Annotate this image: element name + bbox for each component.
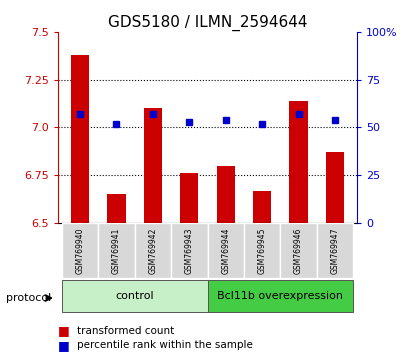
Text: GSM769941: GSM769941 [112, 227, 121, 274]
Bar [217, 166, 235, 223]
Bar [98, 223, 134, 278]
Bar [62, 280, 208, 312]
Text: GSM769946: GSM769946 [294, 227, 303, 274]
Bar [144, 108, 162, 223]
Bar [317, 223, 353, 278]
Bar [134, 223, 171, 278]
Bar [326, 152, 344, 223]
Text: percentile rank within the sample: percentile rank within the sample [77, 340, 253, 350]
Text: protocol: protocol [6, 293, 51, 303]
Title: GDS5180 / ILMN_2594644: GDS5180 / ILMN_2594644 [108, 14, 307, 30]
Bar [62, 223, 98, 278]
Bar [253, 190, 271, 223]
Text: control: control [115, 291, 154, 301]
Text: Bcl11b overexpression: Bcl11b overexpression [217, 291, 343, 301]
Bar [208, 280, 353, 312]
Text: ■: ■ [58, 325, 70, 337]
Bar [107, 194, 125, 223]
Text: GSM769947: GSM769947 [330, 227, 339, 274]
Text: GSM769942: GSM769942 [148, 227, 157, 274]
Bar [208, 223, 244, 278]
Bar [244, 223, 281, 278]
Bar [290, 101, 308, 223]
Bar [171, 223, 208, 278]
Text: GSM769944: GSM769944 [221, 227, 230, 274]
Text: GSM769940: GSM769940 [76, 227, 85, 274]
Bar [71, 55, 89, 223]
Text: GSM769945: GSM769945 [258, 227, 267, 274]
Text: ■: ■ [58, 339, 70, 352]
Text: GSM769943: GSM769943 [185, 227, 194, 274]
Bar [180, 173, 198, 223]
Bar [281, 223, 317, 278]
Text: transformed count: transformed count [77, 326, 174, 336]
